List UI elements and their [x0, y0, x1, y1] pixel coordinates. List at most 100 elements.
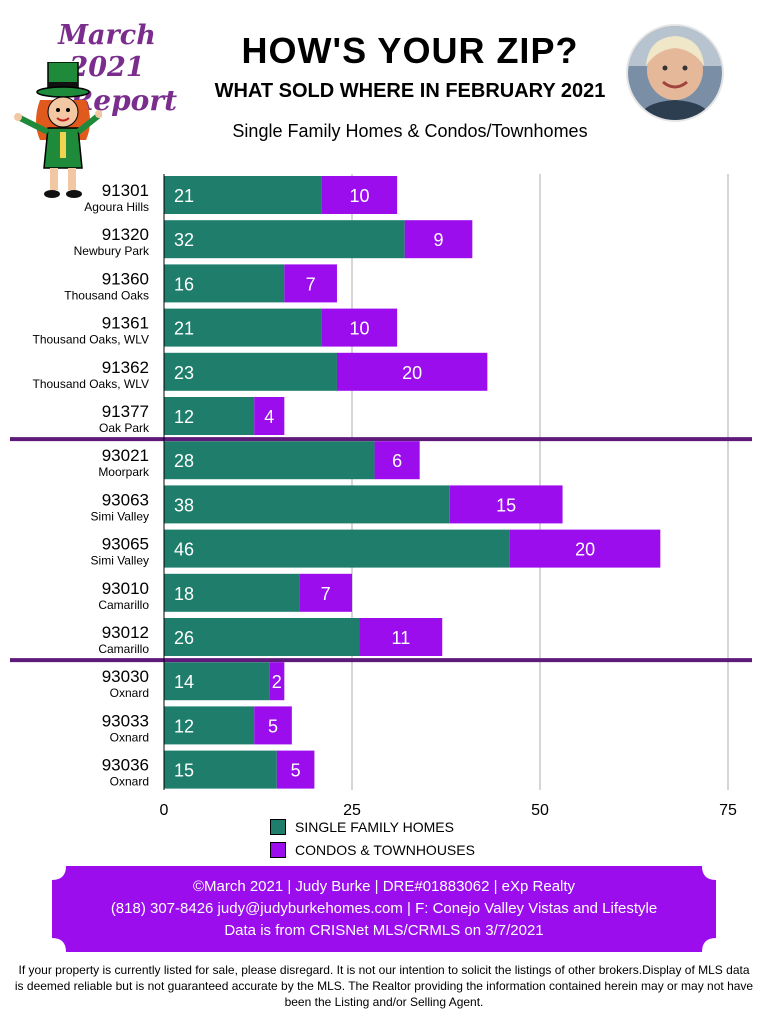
bar-condos [269, 662, 285, 701]
bar-label-condos: 7 [306, 274, 316, 294]
category-zip-label: 93033 [102, 711, 149, 730]
bar-label-single-family: 15 [174, 761, 194, 781]
category-city-label: Thousand Oaks, WLV [33, 333, 150, 347]
bar-label-single-family: 18 [174, 584, 194, 604]
bar-single-family [164, 529, 510, 568]
category-city-label: Agoura Hills [84, 200, 149, 214]
category-zip-label: 91320 [102, 225, 149, 244]
category-zip-label: 91360 [102, 269, 149, 288]
bar-single-family [164, 750, 277, 789]
page-subtitle-secondary: Single Family Homes & Condos/Townhomes [232, 121, 588, 141]
category-zip-label: 91377 [102, 402, 149, 421]
footer-source-line: Data is from CRISNet MLS/CRMLS on 3/7/20… [224, 922, 544, 939]
bar-label-condos: 11 [392, 628, 411, 648]
bar-label-single-family: 12 [174, 407, 194, 427]
x-tick-label: 0 [160, 802, 169, 819]
bar-condos [321, 308, 398, 347]
bar-single-family [164, 706, 255, 745]
bar-condos [254, 706, 292, 745]
bar-condos [359, 618, 443, 656]
category-city-label: Simi Valley [91, 509, 149, 523]
legend-swatch-condos [270, 842, 286, 858]
footer-banner [52, 866, 716, 952]
bar-label-condos: 5 [268, 716, 278, 736]
bar-label-single-family: 32 [174, 230, 194, 250]
category-zip-label: 93012 [102, 623, 149, 642]
bar-label-condos: 20 [402, 363, 422, 383]
category-city-label: Thousand Oaks [64, 288, 149, 302]
footer-copyright-line: ©March 2021 | Judy Burke | DRE#01883062 … [192, 878, 576, 895]
page-title: HOW'S YOUR ZIP? [241, 30, 579, 71]
category-zip-label: 93010 [102, 579, 149, 598]
category-zip-label: 93063 [102, 490, 149, 509]
disclaimer-text: If your property is currently listed for… [14, 963, 754, 1009]
x-tick-label: 50 [531, 802, 549, 819]
category-zip-label: 93021 [102, 446, 149, 465]
category-city-label: Newbury Park [74, 244, 150, 258]
bar-condos [321, 176, 398, 214]
category-zip-label: 91361 [102, 314, 149, 333]
x-tick-label: 75 [719, 802, 737, 819]
bar-label-condos: 15 [496, 495, 516, 515]
bar-label-condos: 10 [350, 319, 370, 339]
bar-label-condos: 5 [291, 761, 301, 781]
bar-single-family [164, 220, 405, 259]
bar-condos [509, 529, 661, 568]
bar-condos [276, 750, 315, 789]
bar-single-family [164, 352, 337, 391]
legend-item-single-family: SINGLE FAMILY HOMES [270, 819, 454, 835]
legend-swatch-single-family [270, 819, 286, 835]
bar-label-condos: 6 [392, 451, 402, 471]
category-city-label: Moorpark [98, 465, 150, 479]
bar-label-single-family: 28 [174, 451, 194, 471]
bar-single-family [164, 308, 322, 347]
category-city-label: Camarillo [98, 598, 149, 612]
category-zip-label: 91301 [102, 181, 149, 200]
bar-label-single-family: 21 [174, 319, 194, 339]
category-city-label: Thousand Oaks, WLV [33, 377, 150, 391]
leprechaun-illustration [14, 62, 102, 198]
category-zip-label: 93065 [102, 535, 149, 554]
bar-condos [254, 397, 285, 435]
bar-label-single-family: 38 [174, 495, 194, 515]
x-tick-label: 25 [343, 802, 361, 819]
bar-condos [284, 264, 337, 303]
bar-label-single-family: 21 [174, 186, 194, 206]
bar-single-family [164, 176, 322, 214]
bar-label-condos: 9 [433, 230, 443, 250]
bar-single-family [164, 264, 285, 303]
bar-label-condos: 10 [350, 186, 370, 206]
bar-label-single-family: 14 [174, 672, 194, 692]
bar-condos [336, 352, 488, 391]
category-city-label: Oxnard [110, 730, 149, 744]
report-month: March 2021 [58, 20, 156, 83]
report-badge: March 2021 Report [52, 20, 177, 118]
contact-footer: ©March 2021 | Judy Burke | DRE#01883062 … [52, 866, 716, 952]
bar-label-single-family: 46 [174, 540, 194, 560]
bar-condos [374, 441, 420, 480]
category-city-label: Simi Valley [91, 554, 149, 568]
bar-condos [299, 573, 352, 612]
bar-label-condos: 4 [264, 407, 274, 427]
bar-label-condos: 2 [272, 672, 282, 692]
category-zip-label: 93030 [102, 667, 149, 686]
bar-single-family [164, 618, 360, 656]
footer-contact-line: (818) 307-8426 judy@judyburkehomes.com |… [110, 900, 658, 917]
category-city-label: Oak Park [99, 421, 150, 435]
bar-label-single-family: 16 [174, 274, 194, 294]
bar-label-single-family: 23 [174, 363, 194, 383]
page-subtitle: WHAT SOLD WHERE IN FEBRUARY 2021 [214, 80, 606, 102]
bar-label-single-family: 12 [174, 716, 194, 736]
bar-condos [449, 485, 563, 524]
bar-single-family [164, 397, 255, 435]
category-zip-label: 91362 [102, 358, 149, 377]
bar-label-condos: 7 [321, 584, 331, 604]
bar-single-family [164, 662, 270, 701]
bar-single-family [164, 485, 450, 524]
bar-single-family [164, 573, 300, 612]
category-city-label: Oxnard [110, 775, 149, 789]
legend-label-condos: CONDOS & TOWNHOUSES [295, 842, 475, 858]
category-city-label: Camarillo [98, 642, 149, 656]
bar-condos [404, 220, 473, 259]
